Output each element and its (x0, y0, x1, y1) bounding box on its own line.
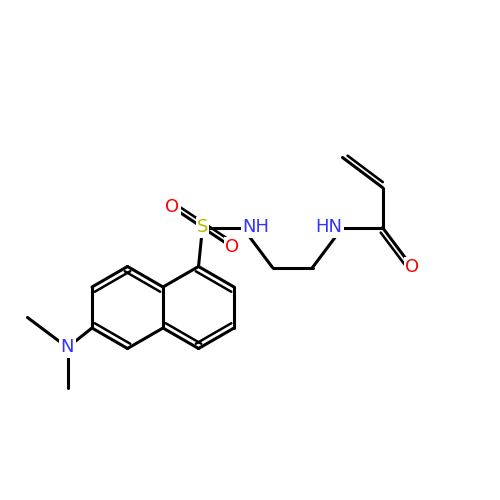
Text: O: O (226, 238, 239, 256)
Text: N: N (61, 338, 74, 356)
Text: HN: HN (316, 218, 342, 236)
Text: O: O (406, 258, 419, 276)
Text: S: S (197, 218, 208, 236)
Text: O: O (166, 198, 179, 216)
Text: NH: NH (242, 218, 270, 236)
